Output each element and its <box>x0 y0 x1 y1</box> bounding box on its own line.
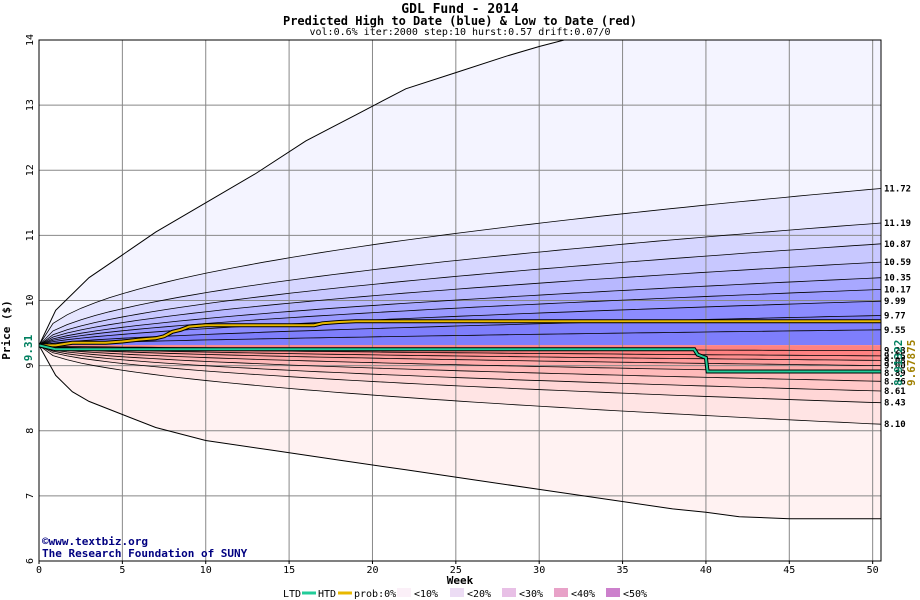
legend-swatch-40 <box>554 588 568 597</box>
x-tick-label: 50 <box>867 565 879 576</box>
legend-swatch-50 <box>606 588 620 597</box>
high-band-label: 10.35 <box>884 274 911 284</box>
high-band-line <box>39 261 881 346</box>
legend-item-30: <30% <box>519 589 543 600</box>
x-tick-label: 5 <box>119 565 125 576</box>
x-tick-label: 30 <box>533 565 545 576</box>
x-axis-label: Week <box>447 574 474 587</box>
y-tick-label: 10 <box>25 294 36 306</box>
htd-final-label: 9.67875 <box>905 340 918 386</box>
y-tick-label: 12 <box>25 164 36 176</box>
chart-title: GDL Fund - 2014 <box>401 2 519 17</box>
low-band-label: 8.89 <box>884 369 906 379</box>
legend-item-10: <10% <box>414 589 438 600</box>
legend-swatch-10 <box>397 588 411 597</box>
low-band-label: 9.15 <box>884 352 906 362</box>
high-band-label: 11.19 <box>884 219 911 229</box>
x-tick-label: 0 <box>36 565 42 576</box>
x-tick-label: 10 <box>200 565 212 576</box>
x-tick-label: 35 <box>617 565 629 576</box>
low-band-label: 8.43 <box>884 399 906 409</box>
x-tick-label: 15 <box>283 565 295 576</box>
low-band-label: 8.10 <box>884 420 906 430</box>
legend-item-50: <50% <box>623 589 647 600</box>
y-tick-label: 8 <box>25 428 36 434</box>
y-tick-label: 9 <box>25 363 36 369</box>
y-tick-label: 7 <box>25 493 36 499</box>
y-tick-label: 11 <box>25 229 36 241</box>
low-band-line <box>39 345 881 366</box>
legend-ltd-label: LTD <box>283 589 301 600</box>
legend-htd-label: HTD <box>318 589 336 600</box>
series-lines <box>39 40 881 520</box>
legend-swatch-30 <box>502 588 516 597</box>
credit-block: ©www.textbiz.org The Research Foundation… <box>42 535 248 560</box>
x-tick-label: 25 <box>450 565 462 576</box>
outer-low-line <box>39 345 881 520</box>
credit-url: ©www.textbiz.org <box>42 535 148 548</box>
start-price-label: 9.31 <box>22 334 35 361</box>
high-band-line <box>39 289 881 346</box>
credit-org: The Research Foundation of SUNY <box>42 547 248 560</box>
high-band-label: 10.87 <box>884 240 911 250</box>
chart-subtitle: Predicted High to Date (blue) & Low to D… <box>282 14 637 28</box>
low-band-label: 8.61 <box>884 387 906 397</box>
ltd-line <box>39 344 881 373</box>
htd-line <box>39 320 881 347</box>
x-tick-label: 20 <box>366 565 378 576</box>
high-band-line <box>39 243 881 346</box>
high-band-label: 10.59 <box>884 258 911 268</box>
outer-high-line <box>39 40 565 346</box>
legend-item-20: <20% <box>467 589 491 600</box>
high-band-line <box>39 188 881 346</box>
high-band-label: 9.55 <box>884 326 906 336</box>
high-band-fill <box>39 329 881 346</box>
grid-lines <box>39 40 881 561</box>
y-tick-label: 13 <box>25 99 36 111</box>
y-tick-label: 6 <box>25 558 36 564</box>
x-tick-label: 40 <box>700 565 712 576</box>
ltd-final-label: 8.91322 <box>892 340 905 386</box>
simulation-params: vol:0.6% iter:2000 step:10 hurst:0.57 dr… <box>309 27 611 38</box>
high-band-line <box>39 329 881 346</box>
low-band-line <box>39 345 881 392</box>
probability-bands <box>39 40 881 519</box>
low-band-label: 9.08 <box>884 356 906 366</box>
high-band-line <box>39 222 881 346</box>
legend-prob-label: prob:0% <box>354 589 396 600</box>
legend-item-40: <40% <box>571 589 595 600</box>
low-band-line <box>39 345 881 382</box>
low-band-label: 9.00 <box>884 362 906 372</box>
high-band-line <box>39 277 881 346</box>
high-band-label: 9.99 <box>884 297 906 307</box>
high-band-label: 10.17 <box>884 285 911 295</box>
low-band-line <box>39 345 881 425</box>
low-band-label: 8.76 <box>884 377 906 387</box>
high-band-line <box>39 315 881 346</box>
high-band-label: 9.77 <box>884 311 906 321</box>
legend: LTD HTD prob:0% <10% <20% <30% <40% <50% <box>283 588 647 600</box>
low-band-line <box>39 345 881 404</box>
y-axis-label: Price ($) <box>0 300 13 360</box>
x-tick-label: 45 <box>783 565 795 576</box>
low-band-label: 9.23 <box>884 347 906 357</box>
legend-swatch-20 <box>450 588 464 597</box>
plot-frame <box>38 39 882 562</box>
high-band-label: 11.72 <box>884 184 911 194</box>
y-tick-label: 14 <box>25 34 36 46</box>
low-band-line <box>39 345 881 361</box>
